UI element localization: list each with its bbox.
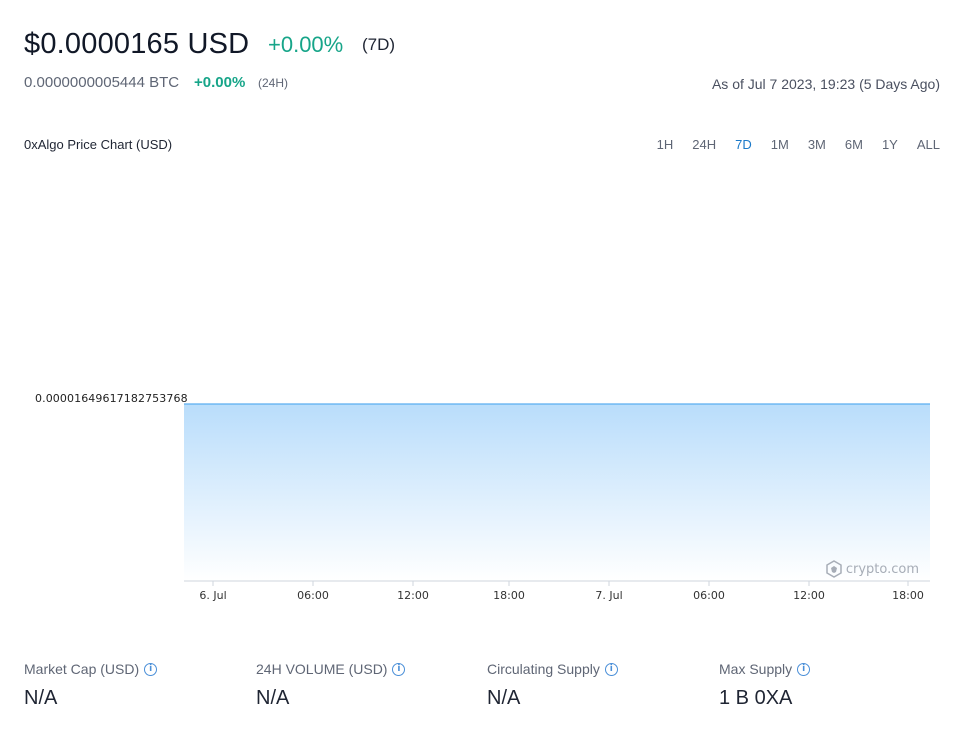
price-change-period: (7D) — [362, 35, 396, 54]
market-cap-label: Market Cap (USD) i — [24, 661, 158, 677]
x-axis-tick-label: 7. Jul — [595, 589, 623, 602]
price-usd: $0.0000165 USD — [24, 28, 250, 60]
range-3m[interactable]: 3M — [807, 137, 826, 152]
x-axis-tick-label: 06:00 — [297, 589, 329, 602]
x-axis-tick-label: 6. Jul — [199, 589, 227, 602]
range-24h[interactable]: 24H — [692, 137, 717, 152]
price-change-7d: +0.00% — [268, 32, 344, 57]
y-axis-tick-label: 0.00001649617182753768 — [35, 392, 188, 405]
crypto-com-lion-icon — [826, 560, 842, 578]
x-axis-tick-label: 18:00 — [493, 589, 525, 602]
btc-change-period: (24H) — [258, 76, 289, 90]
range-6m[interactable]: 6M — [844, 137, 863, 152]
x-axis-tick-label: 18:00 — [892, 589, 924, 602]
price-btc: 0.0000000005444 BTC — [24, 74, 180, 91]
max-supply-value: 1 B 0XA — [719, 687, 793, 709]
range-1h[interactable]: 1H — [656, 137, 674, 152]
range-all[interactable]: ALL — [916, 137, 940, 152]
x-axis-tick-label: 12:00 — [397, 589, 429, 602]
range-7d[interactable]: 7D — [735, 137, 752, 152]
x-axis-tick-label: 06:00 — [693, 589, 725, 602]
chart-title: 0xAlgo Price Chart (USD) — [24, 137, 173, 152]
volume-24h-value: N/A — [256, 687, 290, 709]
info-icon[interactable]: i — [797, 662, 811, 676]
watermark-text: crypto.com — [845, 561, 919, 577]
circulating-supply-value: N/A — [487, 687, 521, 709]
btc-change-24h: +0.00% — [194, 74, 246, 91]
info-icon[interactable]: i — [144, 662, 158, 676]
watermark: crypto.com — [826, 560, 919, 578]
circulating-supply-label: Circulating Supply i — [487, 661, 618, 677]
range-1m[interactable]: 1M — [770, 137, 789, 152]
info-icon[interactable]: i — [392, 662, 406, 676]
x-axis-tick-label: 12:00 — [793, 589, 825, 602]
market-cap-value: N/A — [24, 687, 58, 709]
range-1y[interactable]: 1Y — [881, 137, 898, 152]
info-icon[interactable]: i — [604, 662, 618, 676]
as-of-timestamp: As of Jul 7 2023, 19:23 (5 Days Ago) — [711, 76, 940, 92]
time-range-selector: 1H 24H 7D 1M 3M 6M 1Y ALL — [638, 137, 940, 152]
max-supply-label: Max Supply i — [719, 661, 811, 677]
price-area — [184, 404, 930, 581]
volume-24h-label: 24H VOLUME (USD) i — [256, 661, 406, 677]
